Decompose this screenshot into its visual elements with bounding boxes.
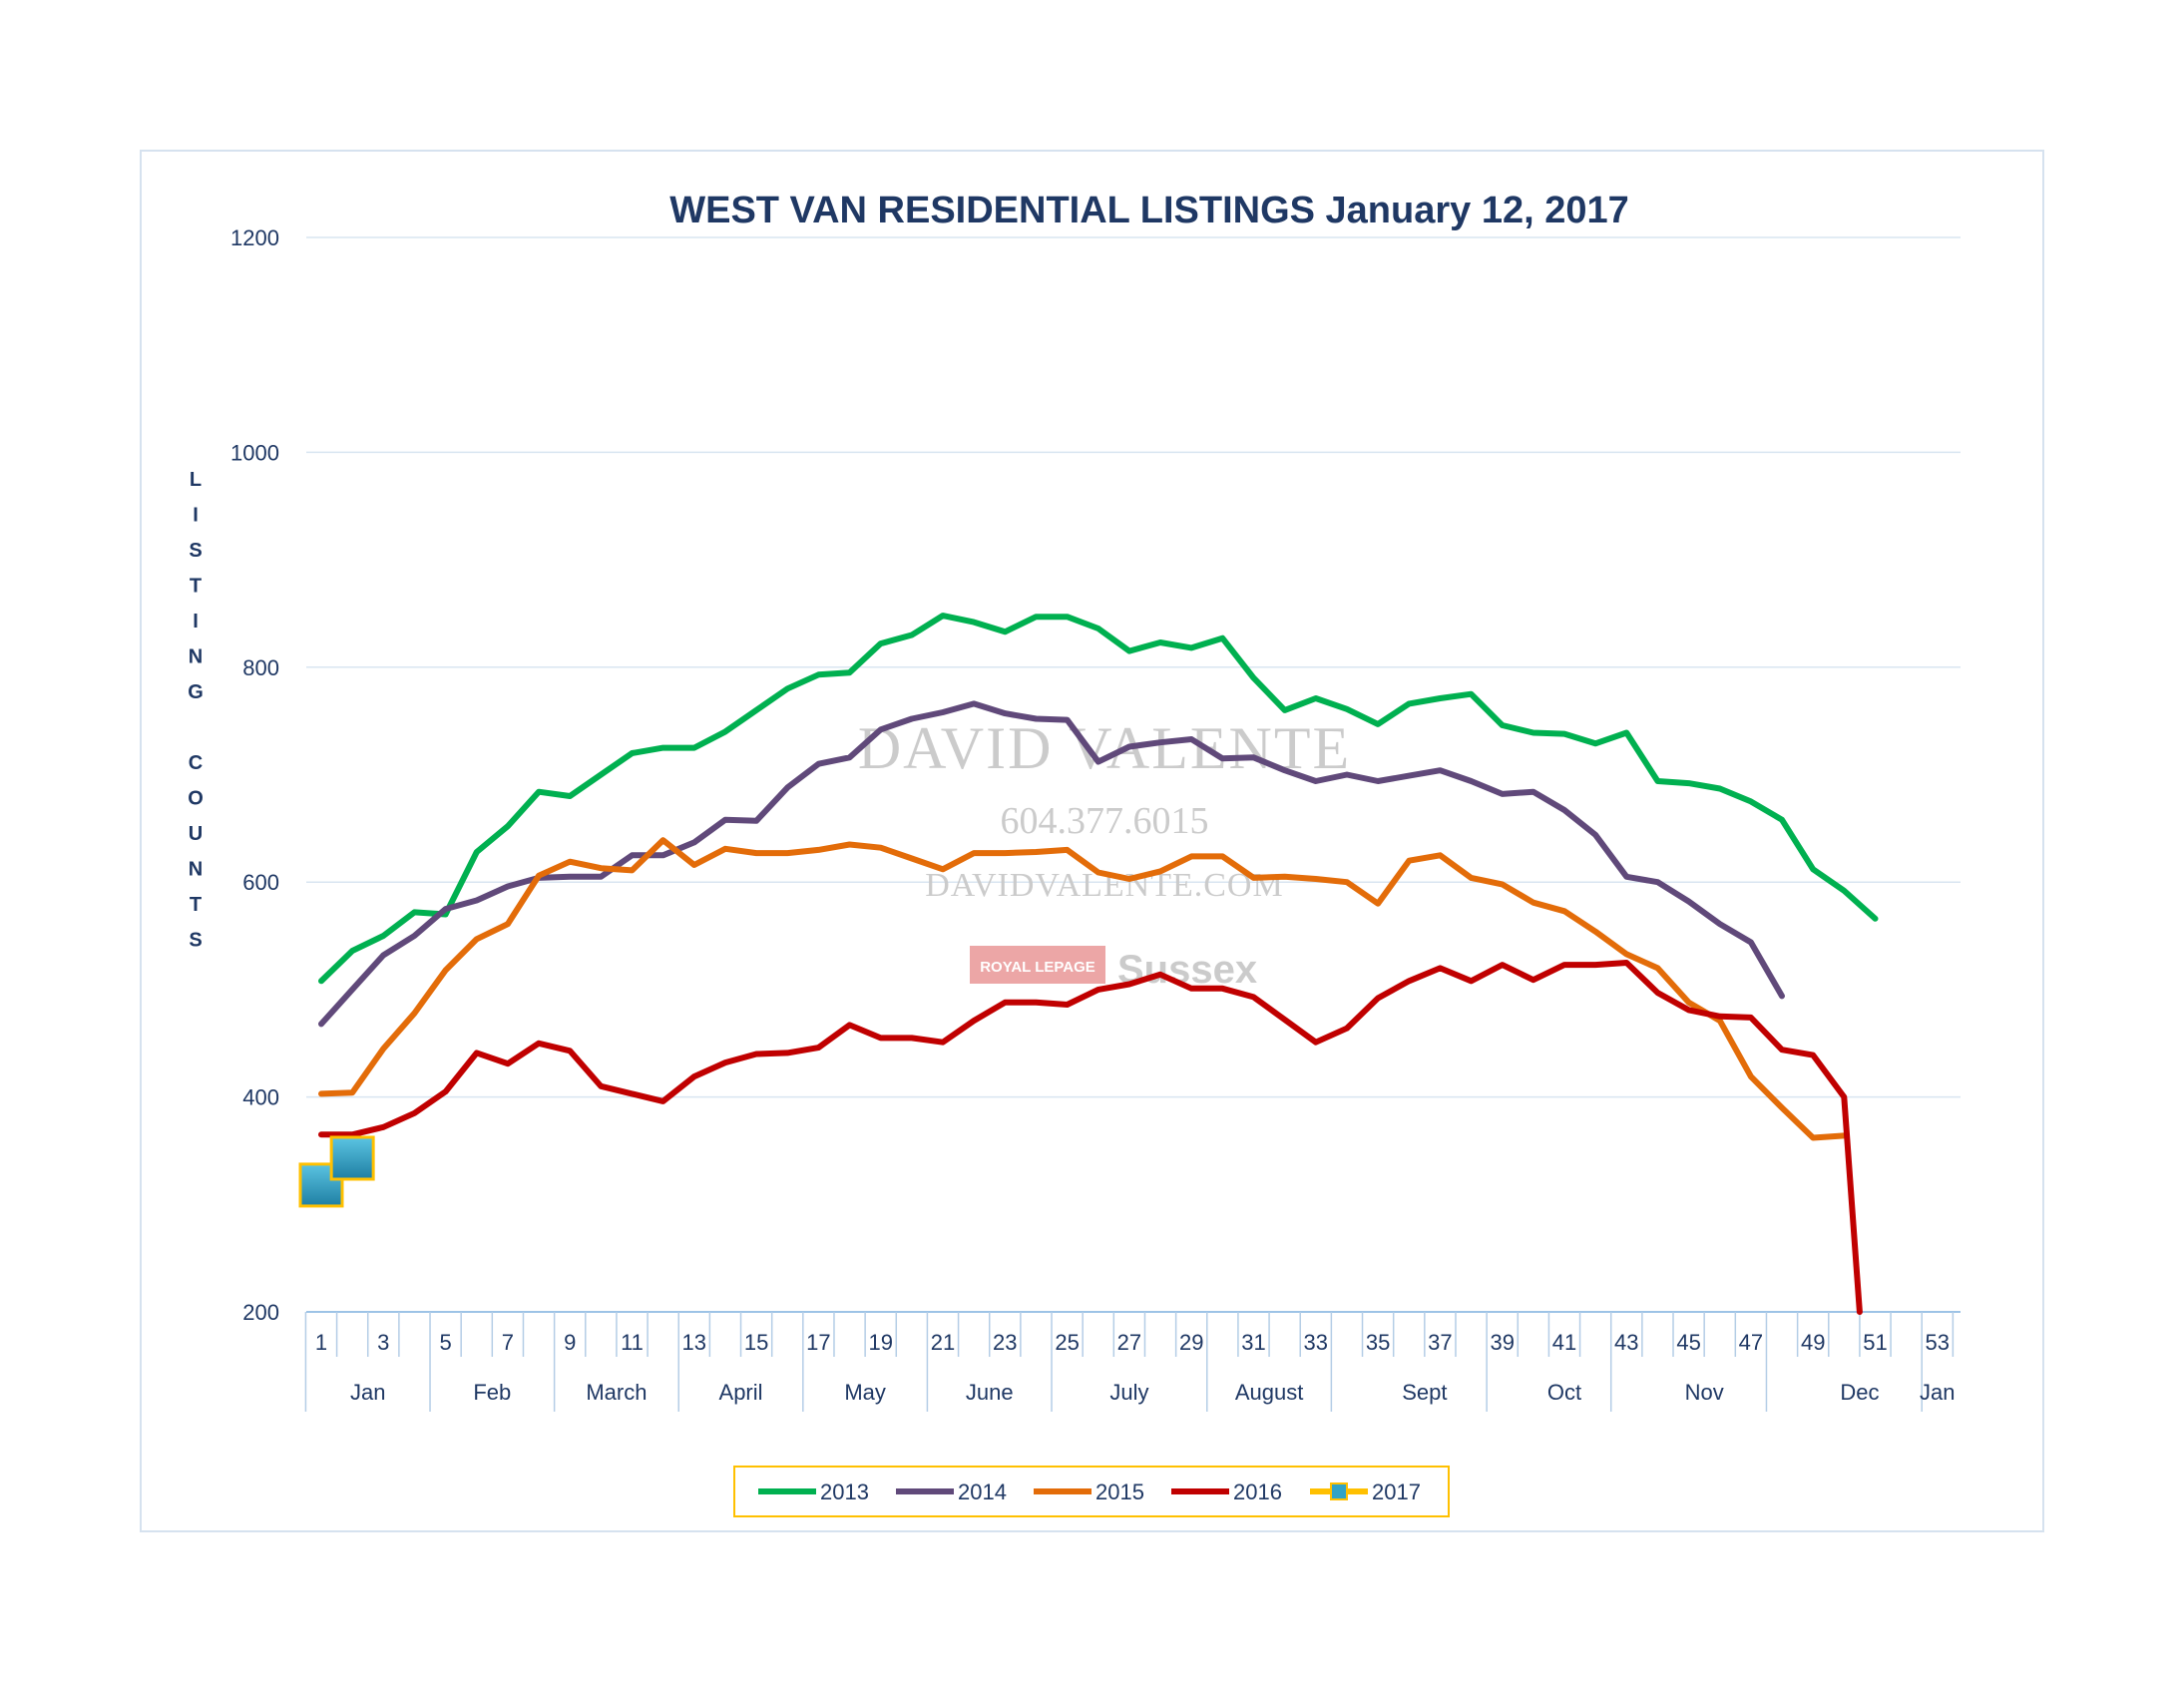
x-tick-label: 13	[682, 1330, 706, 1355]
x-tick-label: 15	[744, 1330, 768, 1355]
y-tick-label: 1000	[230, 440, 279, 465]
month-label: April	[719, 1380, 763, 1405]
month-label: Feb	[473, 1380, 511, 1405]
legend: 2013 2014 2015 2016 2017	[733, 1466, 1450, 1517]
series-2017-marker	[329, 1135, 375, 1181]
y-axis-label-letter: T	[190, 894, 202, 916]
x-tick-label: 29	[1179, 1330, 1203, 1355]
month-label: March	[586, 1380, 647, 1405]
x-tick-label: 25	[1055, 1330, 1079, 1355]
y-axis-label-letter: C	[189, 752, 203, 774]
month-label: Nov	[1685, 1380, 1724, 1405]
month-label: Sept	[1402, 1380, 1447, 1405]
watermark-brand-logo	[970, 946, 1105, 984]
chart-frame	[140, 150, 2044, 1532]
x-tick-label: 3	[377, 1330, 389, 1355]
legend-label-2017: 2017	[1372, 1479, 1421, 1504]
y-axis-label-letter: G	[188, 681, 204, 703]
x-axis: 1 3 5 7 9 11 13 15 17 19 21 23 25 27 29 31 33 35 37 39 41 43 4…	[304, 1312, 1956, 1412]
month-label: May	[844, 1380, 886, 1405]
x-tick-label: 39	[1490, 1330, 1514, 1355]
month-label: Jan	[1920, 1380, 1955, 1405]
month-label: Jan	[350, 1380, 385, 1405]
chart-title: WEST VAN RESIDENTIAL LISTINGS January 12…	[669, 190, 1629, 231]
x-tick-label: 37	[1428, 1330, 1452, 1355]
x-tick-label: 21	[931, 1330, 955, 1355]
x-tick-label: 49	[1801, 1330, 1825, 1355]
watermark-phone: 604.377.6015	[1001, 800, 1209, 842]
y-axis-label-letter: N	[189, 646, 203, 668]
x-tick-label: 23	[993, 1330, 1017, 1355]
x-tick-label: 45	[1676, 1330, 1700, 1355]
x-tick-label: 9	[564, 1330, 576, 1355]
series-2013-line	[318, 613, 1879, 985]
series-2014-line	[318, 700, 1785, 1028]
y-axis-label-letter: S	[189, 540, 202, 562]
x-tick-label: 19	[868, 1330, 892, 1355]
x-tick-label: 5	[439, 1330, 451, 1355]
x-tick-label: 35	[1366, 1330, 1390, 1355]
month-label: June	[966, 1380, 1014, 1405]
watermark: DAVID VALENTE 604.377.6015 DAVIDVALENTE.…	[858, 715, 1351, 992]
series-2016-line	[318, 960, 1863, 1315]
legend-label-2015: 2015	[1095, 1479, 1144, 1504]
x-tick-label: 1	[315, 1330, 327, 1355]
x-tick-label: 43	[1614, 1330, 1638, 1355]
y-axis-label-letter: L	[190, 469, 202, 491]
month-label: July	[1109, 1380, 1148, 1405]
y-axis-ticks: 200 400 600 800 1000 1200	[230, 225, 279, 1325]
month-label: Oct	[1547, 1380, 1581, 1405]
legend-label-2014: 2014	[958, 1479, 1007, 1504]
y-tick-label: 600	[242, 870, 279, 895]
y-tick-label: 400	[242, 1085, 279, 1110]
y-axis-label-letter: U	[189, 823, 203, 845]
watermark-name: DAVID VALENTE	[858, 715, 1351, 781]
legend-label-2013: 2013	[820, 1479, 869, 1504]
x-tick-label: 11	[621, 1330, 644, 1355]
month-label: Dec	[1840, 1380, 1879, 1405]
y-axis-label-letter: N	[189, 859, 203, 881]
legend-label-2016: 2016	[1233, 1479, 1282, 1504]
y-axis-label-letter: I	[193, 611, 199, 633]
x-tick-label: 27	[1117, 1330, 1141, 1355]
series-2015-line	[318, 837, 1848, 1141]
x-tick-label: 33	[1304, 1330, 1328, 1355]
y-tick-label: 1200	[230, 225, 279, 250]
x-tick-label: 31	[1241, 1330, 1265, 1355]
gridlines	[306, 236, 1961, 1313]
y-tick-label: 800	[242, 655, 279, 680]
x-tick-label: 17	[806, 1330, 830, 1355]
y-tick-label: 200	[242, 1300, 279, 1325]
x-tick-label: 41	[1552, 1330, 1576, 1355]
x-tick-label: 53	[1926, 1330, 1950, 1355]
x-tick-label: 51	[1863, 1330, 1887, 1355]
legend-marker-2017	[1330, 1482, 1348, 1500]
data-series	[298, 613, 1879, 1315]
watermark-brand: ROYAL LEPAGE	[980, 959, 1095, 976]
y-axis-label-letter: I	[193, 505, 199, 527]
y-axis-label-letter: O	[188, 788, 204, 810]
x-tick-label: 7	[502, 1330, 514, 1355]
y-axis-label-letter: T	[190, 576, 202, 598]
month-label: August	[1235, 1380, 1304, 1405]
y-axis-label-letter: S	[189, 930, 202, 952]
x-tick-label: 47	[1739, 1330, 1763, 1355]
